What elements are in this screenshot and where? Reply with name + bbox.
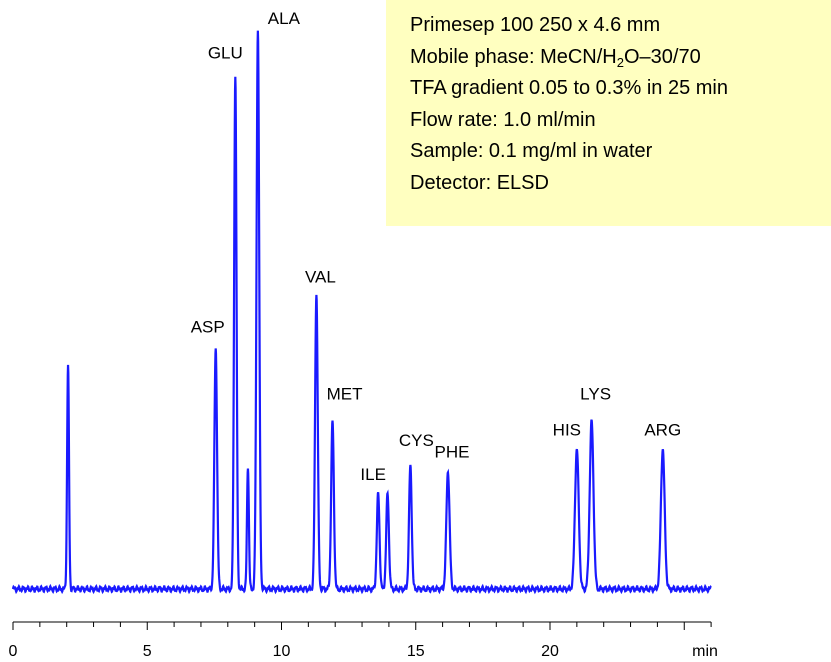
peak-label-arg: ARG	[644, 420, 681, 439]
flow-rate-info: Flow rate: 1.0 ml/min	[410, 108, 596, 131]
peak-label-phe: PHE	[434, 443, 469, 462]
x-tick-label: 10	[273, 643, 291, 660]
mobile-phase-ratio: O–30/70	[623, 45, 701, 68]
peak-label-val: VAL	[305, 268, 336, 287]
detector-info: Detector: ELSD	[410, 171, 549, 194]
x-tick-label: 0	[9, 643, 18, 660]
gradient-info: TFA gradient 0.05 to 0.3% in 25 min	[410, 77, 728, 99]
mobile-phase-info: Mobile phase: MeCN/H2O–30/70	[410, 42, 831, 74]
x-axis-unit-label: min	[692, 643, 718, 660]
mobile-phase-text: Mobile phase: MeCN/H	[410, 45, 617, 68]
peak-label-met: MET	[327, 384, 363, 403]
peak-label-ile: ILE	[360, 465, 386, 484]
peak-label-glu: GLU	[208, 44, 243, 63]
x-tick-label: 15	[407, 643, 425, 660]
peak-label-asp: ASP	[191, 318, 225, 337]
mobile-phase-subscript: 2	[616, 54, 624, 70]
x-tick-label: 5	[143, 643, 152, 660]
peak-label-ala: ALA	[268, 9, 301, 28]
peak-label-cys: CYS	[399, 431, 434, 450]
column-info: Primesep 100 250 x 4.6 mm	[410, 14, 661, 36]
chromatogram-trace	[11, 30, 712, 595]
method-info-box: Primesep 100 250 x 4.6 mm Mobile phase: …	[386, 0, 831, 226]
x-axis: 0 5 10 15 20 min	[9, 621, 718, 660]
peak-label-lys: LYS	[580, 384, 611, 403]
x-tick-label: 20	[541, 643, 559, 660]
sample-info: Sample: 0.1 mg/ml in water	[410, 140, 653, 162]
peak-label-his: HIS	[553, 420, 581, 439]
